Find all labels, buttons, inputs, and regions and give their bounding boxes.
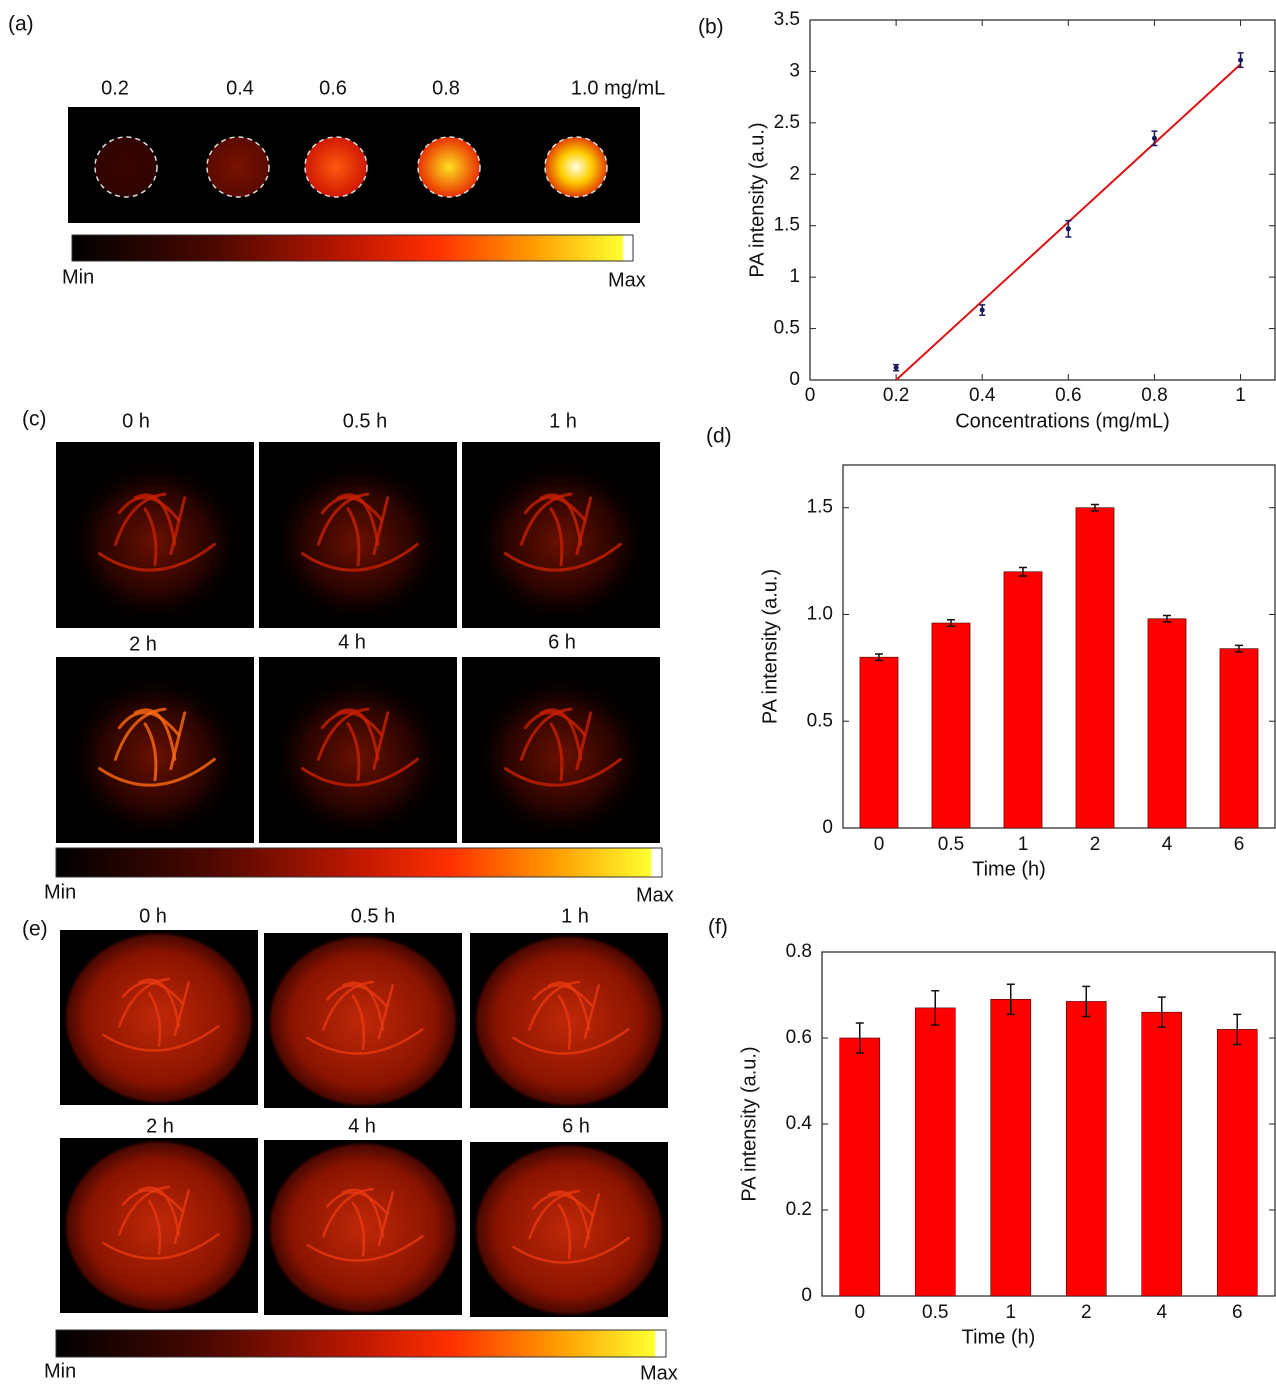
x-tick-label: 0.8: [1141, 385, 1167, 406]
image-title: 0.4: [226, 77, 254, 99]
y-tick-label: 0: [789, 369, 800, 390]
x-tick-label: 2: [1090, 834, 1101, 855]
image-title: 4 h: [348, 1115, 376, 1137]
data-point: [1066, 226, 1071, 231]
data-point: [894, 365, 899, 370]
panel-label: (f): [708, 916, 728, 939]
image-title: 0.5 h: [343, 410, 387, 432]
x-tick-label: 1: [1235, 385, 1246, 406]
image-title: 0.2: [101, 77, 129, 99]
data-point: [1238, 58, 1243, 63]
image-title: 4 h: [338, 631, 366, 653]
y-tick-label: 0: [801, 1285, 812, 1306]
bar: [1217, 1029, 1257, 1296]
colorbar-min: Min: [44, 881, 76, 903]
x-tick-label: 1: [1005, 1302, 1016, 1323]
x-tick-label: 0.5: [938, 834, 964, 855]
colorbar: [72, 235, 633, 261]
y-tick-label: 1: [789, 266, 800, 287]
x-tick-label: 0: [874, 834, 885, 855]
panel-label: (d): [706, 425, 732, 448]
y-tick-label: 1.5: [807, 497, 833, 518]
y-tick-label: 2.5: [774, 112, 800, 133]
bar: [1076, 508, 1114, 828]
plot-frame: [822, 952, 1275, 1296]
panel-label: (c): [22, 408, 47, 431]
y-tick-label: 3: [789, 60, 800, 81]
y-axis-label: PA intensity (a.u.): [746, 122, 768, 277]
image-title: 2 h: [146, 1115, 174, 1137]
x-tick-label: 4: [1156, 1302, 1167, 1323]
bar: [1142, 1012, 1182, 1296]
bar: [840, 1038, 880, 1296]
plot-frame: [810, 20, 1275, 380]
y-tick-label: 0.6: [786, 1027, 812, 1048]
figure: (a) (c) (e) (b) (d) (f) 0.2 0.4 0.6 0.8 …: [0, 0, 1276, 1384]
image-title: 0.5 h: [351, 905, 395, 927]
plot-frame: [843, 465, 1275, 828]
y-tick-label: 0.5: [807, 710, 833, 731]
x-tick-label: 0: [854, 1302, 865, 1323]
bar: [932, 623, 970, 828]
x-tick-label: 0: [805, 385, 816, 406]
x-axis-label: Time (h): [972, 858, 1046, 880]
colorbar-max: Max: [608, 269, 646, 291]
x-tick-label: 4: [1162, 834, 1173, 855]
image-title: 0.6: [319, 77, 347, 99]
panel-label: (b): [698, 16, 724, 39]
bar: [1066, 1001, 1106, 1296]
colorbar-max: Max: [636, 884, 674, 906]
data-point: [1152, 136, 1157, 141]
bar: [1004, 572, 1042, 828]
bar: [1220, 649, 1258, 828]
y-tick-label: 2: [789, 163, 800, 184]
y-axis-label: PA intensity (a.u.): [738, 1046, 760, 1201]
bar: [991, 999, 1031, 1296]
image-title: 1 h: [561, 905, 589, 927]
x-tick-label: 1: [1018, 834, 1029, 855]
x-tick-label: 0.2: [883, 385, 909, 406]
image-title: 0 h: [122, 410, 150, 432]
image-title: 1 h: [549, 410, 577, 432]
y-tick-label: 1.0: [807, 603, 833, 624]
bar: [915, 1008, 955, 1296]
x-tick-label: 0.6: [1055, 385, 1081, 406]
data-point: [980, 308, 985, 313]
y-tick-label: 0: [822, 817, 833, 838]
y-tick-label: 3.5: [774, 9, 800, 30]
colorbar: [56, 848, 662, 877]
x-axis-label: Time (h): [962, 1326, 1036, 1348]
y-tick-label: 0.4: [786, 1113, 813, 1134]
y-tick-label: 0.5: [774, 318, 800, 339]
y-tick-label: 1.5: [774, 215, 800, 236]
image-title: 0.8: [432, 77, 460, 99]
x-tick-label: 6: [1232, 1302, 1243, 1323]
image-title: 6 h: [548, 631, 576, 653]
image-title: 1.0 mg/mL: [571, 77, 665, 99]
x-tick-label: 0.5: [922, 1302, 948, 1323]
image-title: 2 h: [129, 633, 157, 655]
panel-label: (a): [8, 13, 34, 36]
x-tick-label: 6: [1234, 834, 1245, 855]
colorbar-min: Min: [62, 266, 94, 288]
image-title: 6 h: [562, 1115, 590, 1137]
y-tick-label: 0.8: [786, 941, 812, 962]
x-tick-label: 2: [1081, 1302, 1092, 1323]
bar: [1148, 619, 1186, 828]
bar: [860, 657, 898, 828]
panel-label: (e): [22, 918, 48, 941]
colorbar: [56, 1330, 666, 1357]
colorbar-max: Max: [640, 1362, 678, 1384]
x-tick-label: 0.4: [969, 385, 996, 406]
x-axis-label: Concentrations (mg/mL): [955, 410, 1170, 432]
y-tick-label: 0.2: [786, 1199, 812, 1220]
colorbar-min: Min: [44, 1360, 76, 1382]
image-title: 0 h: [139, 905, 167, 927]
y-axis-label: PA intensity (a.u.): [759, 569, 781, 724]
